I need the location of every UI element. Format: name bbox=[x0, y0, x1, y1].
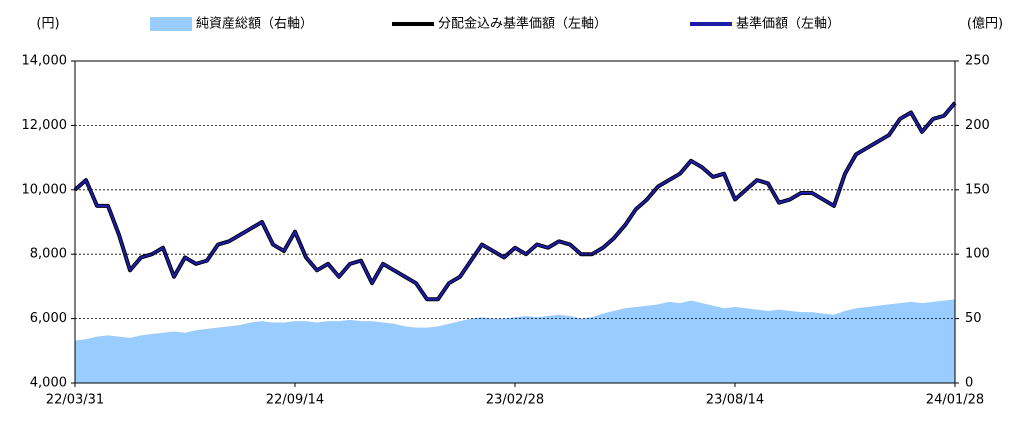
y-unit: (円) bbox=[36, 17, 59, 32]
y-tick-label: 14,000 bbox=[22, 54, 68, 69]
y-tick-label: 6,000 bbox=[30, 311, 67, 326]
line bbox=[74, 102, 956, 301]
y2-tick-label: 100 bbox=[965, 247, 990, 262]
y-tick-label: 12,000 bbox=[22, 118, 68, 133]
y-tick-label: 10,000 bbox=[22, 182, 68, 197]
y2-tick-label: 50 bbox=[965, 311, 982, 326]
y2-unit: (億円) bbox=[967, 16, 1003, 32]
x-tick-label: 22/09/14 bbox=[266, 393, 324, 408]
plot-frame bbox=[74, 60, 956, 384]
y2-tick-label: 150 bbox=[965, 182, 990, 197]
legend-label: 純資産総額（右軸） bbox=[196, 16, 313, 32]
x-tick-label: 23/02/28 bbox=[486, 393, 544, 408]
legend-swatch bbox=[150, 17, 192, 31]
area bbox=[75, 299, 955, 383]
y-tick-label: 4,000 bbox=[30, 376, 67, 391]
x-tick-label: 22/03/31 bbox=[46, 393, 104, 408]
legend-label: 基準価額（左軸） bbox=[736, 16, 840, 32]
y2-tick-label: 250 bbox=[965, 54, 990, 69]
y-tick-label: 8,000 bbox=[30, 247, 67, 262]
x-tick-label: 23/08/14 bbox=[706, 393, 764, 408]
legend-label: 分配金込み基準価額（左軸） bbox=[438, 16, 607, 32]
x-tick-label: 24/01/28 bbox=[926, 393, 984, 408]
y2-tick-label: 0 bbox=[965, 376, 973, 391]
y2-tick-label: 200 bbox=[965, 118, 990, 133]
line bbox=[73, 101, 957, 302]
